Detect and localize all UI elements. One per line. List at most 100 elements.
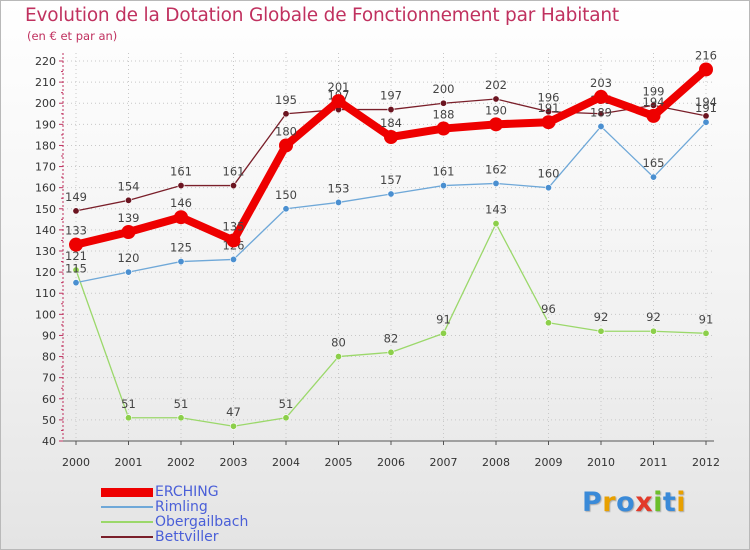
- data-label-erching: 139: [118, 211, 140, 225]
- y-tick-label: 70: [42, 372, 56, 385]
- point-bettviller: [439, 99, 447, 107]
- y-tick-label: 100: [35, 308, 56, 321]
- point-rimling: [702, 118, 710, 126]
- data-label-obergailbach: 121: [65, 249, 87, 263]
- data-label-erching: 133: [65, 224, 87, 238]
- x-tick-label: 2009: [535, 456, 563, 469]
- data-label-rimling: 165: [643, 156, 665, 170]
- point-erching: [279, 138, 293, 153]
- point-rimling: [177, 258, 185, 266]
- logo-letter: i: [653, 487, 663, 518]
- legend-swatch: [101, 521, 153, 523]
- point-erching: [69, 237, 83, 252]
- point-rimling: [439, 182, 447, 190]
- data-label-rimling: 120: [118, 251, 140, 265]
- data-label-rimling: 150: [275, 188, 297, 202]
- x-tick-label: 2008: [482, 456, 510, 469]
- point-rimling: [597, 122, 605, 130]
- y-tick-label: 170: [35, 161, 56, 174]
- point-bettviller: [544, 108, 552, 116]
- data-label-obergailbach: 51: [279, 397, 294, 411]
- legend-label: Obergailbach: [155, 514, 249, 530]
- point-obergailbach: [282, 414, 290, 422]
- data-label-bettviller: 197: [380, 89, 402, 103]
- data-label-rimling: 162: [485, 162, 507, 176]
- point-bettviller: [597, 110, 605, 118]
- y-tick-label: 140: [35, 224, 56, 237]
- y-tick-label: 180: [35, 139, 56, 152]
- data-label-erching: 180: [275, 124, 297, 138]
- logo-letter: i: [676, 487, 687, 518]
- point-bettviller: [72, 207, 80, 215]
- data-label-bettviller: 154: [118, 179, 140, 193]
- data-label-rimling: 160: [538, 167, 560, 181]
- data-label-bettviller: 161: [170, 165, 192, 179]
- y-tick-label: 60: [42, 393, 56, 406]
- point-rimling: [387, 190, 395, 198]
- data-label-bettviller: 199: [643, 84, 665, 98]
- y-tick-label: 80: [42, 351, 56, 364]
- data-label-erching: 201: [328, 80, 350, 94]
- point-bettviller: [649, 101, 657, 109]
- point-erching: [436, 121, 451, 136]
- data-label-rimling: 191: [695, 101, 717, 115]
- data-label-rimling: 115: [65, 262, 87, 276]
- legend-label: Rimling: [155, 499, 208, 515]
- legend-swatch: [101, 536, 153, 538]
- point-obergailbach: [649, 327, 657, 335]
- data-label-obergailbach: 82: [384, 331, 399, 345]
- y-tick-label: 50: [42, 414, 56, 427]
- chart-subtitle: (en € et par an): [27, 29, 118, 43]
- point-rimling: [125, 268, 133, 276]
- point-rimling: [492, 179, 500, 187]
- data-label-erching: 190: [485, 103, 507, 117]
- data-label-erching: 191: [538, 101, 560, 115]
- logo-letter: t: [662, 487, 677, 518]
- point-erching: [541, 115, 556, 130]
- point-erching: [384, 130, 398, 144]
- point-obergailbach: [334, 353, 342, 361]
- x-tick-label: 2010: [587, 456, 615, 469]
- point-obergailbach: [544, 319, 552, 327]
- point-bettviller: [282, 110, 290, 118]
- data-label-obergailbach: 96: [541, 302, 556, 316]
- point-erching: [646, 108, 661, 123]
- data-label-bettviller: 196: [538, 91, 560, 105]
- x-tick-label: 2006: [377, 456, 405, 469]
- data-label-rimling: 161: [433, 165, 455, 179]
- point-rimling: [282, 205, 290, 213]
- point-rimling: [230, 255, 238, 263]
- data-label-bettviller: 200: [433, 82, 455, 96]
- point-obergailbach: [597, 327, 605, 335]
- data-label-obergailbach: 91: [436, 312, 451, 326]
- data-label-obergailbach: 51: [174, 397, 189, 411]
- logo-letter: o: [616, 487, 636, 518]
- point-rimling: [72, 279, 80, 287]
- point-bettviller: [177, 182, 185, 190]
- data-label-erching: 216: [695, 48, 717, 62]
- legend-label: ERCHING: [155, 484, 219, 500]
- point-bettviller: [125, 196, 133, 204]
- data-label-erching: 194: [643, 95, 665, 109]
- proxiti-logo: Proxiti: [582, 487, 686, 518]
- legend-swatch: [101, 488, 153, 497]
- point-bettviller: [230, 182, 238, 190]
- point-obergailbach: [492, 220, 500, 228]
- x-tick-label: 2002: [167, 456, 195, 469]
- point-obergailbach: [387, 348, 395, 356]
- data-label-bettviller: 194: [695, 95, 717, 109]
- point-bettviller: [492, 95, 500, 103]
- data-label-erching: 188: [433, 108, 455, 122]
- point-rimling: [544, 184, 552, 192]
- point-erching: [594, 89, 608, 104]
- point-rimling: [649, 173, 657, 181]
- data-label-rimling: 157: [380, 173, 402, 187]
- y-tick-label: 130: [35, 245, 56, 258]
- x-tick-label: 2012: [692, 456, 720, 469]
- x-tick-label: 2007: [430, 456, 458, 469]
- point-obergailbach: [125, 414, 133, 422]
- y-tick-label: 40: [42, 435, 56, 448]
- point-obergailbach: [439, 329, 447, 337]
- legend-swatch: [101, 506, 153, 508]
- data-label-erching: 184: [380, 116, 402, 130]
